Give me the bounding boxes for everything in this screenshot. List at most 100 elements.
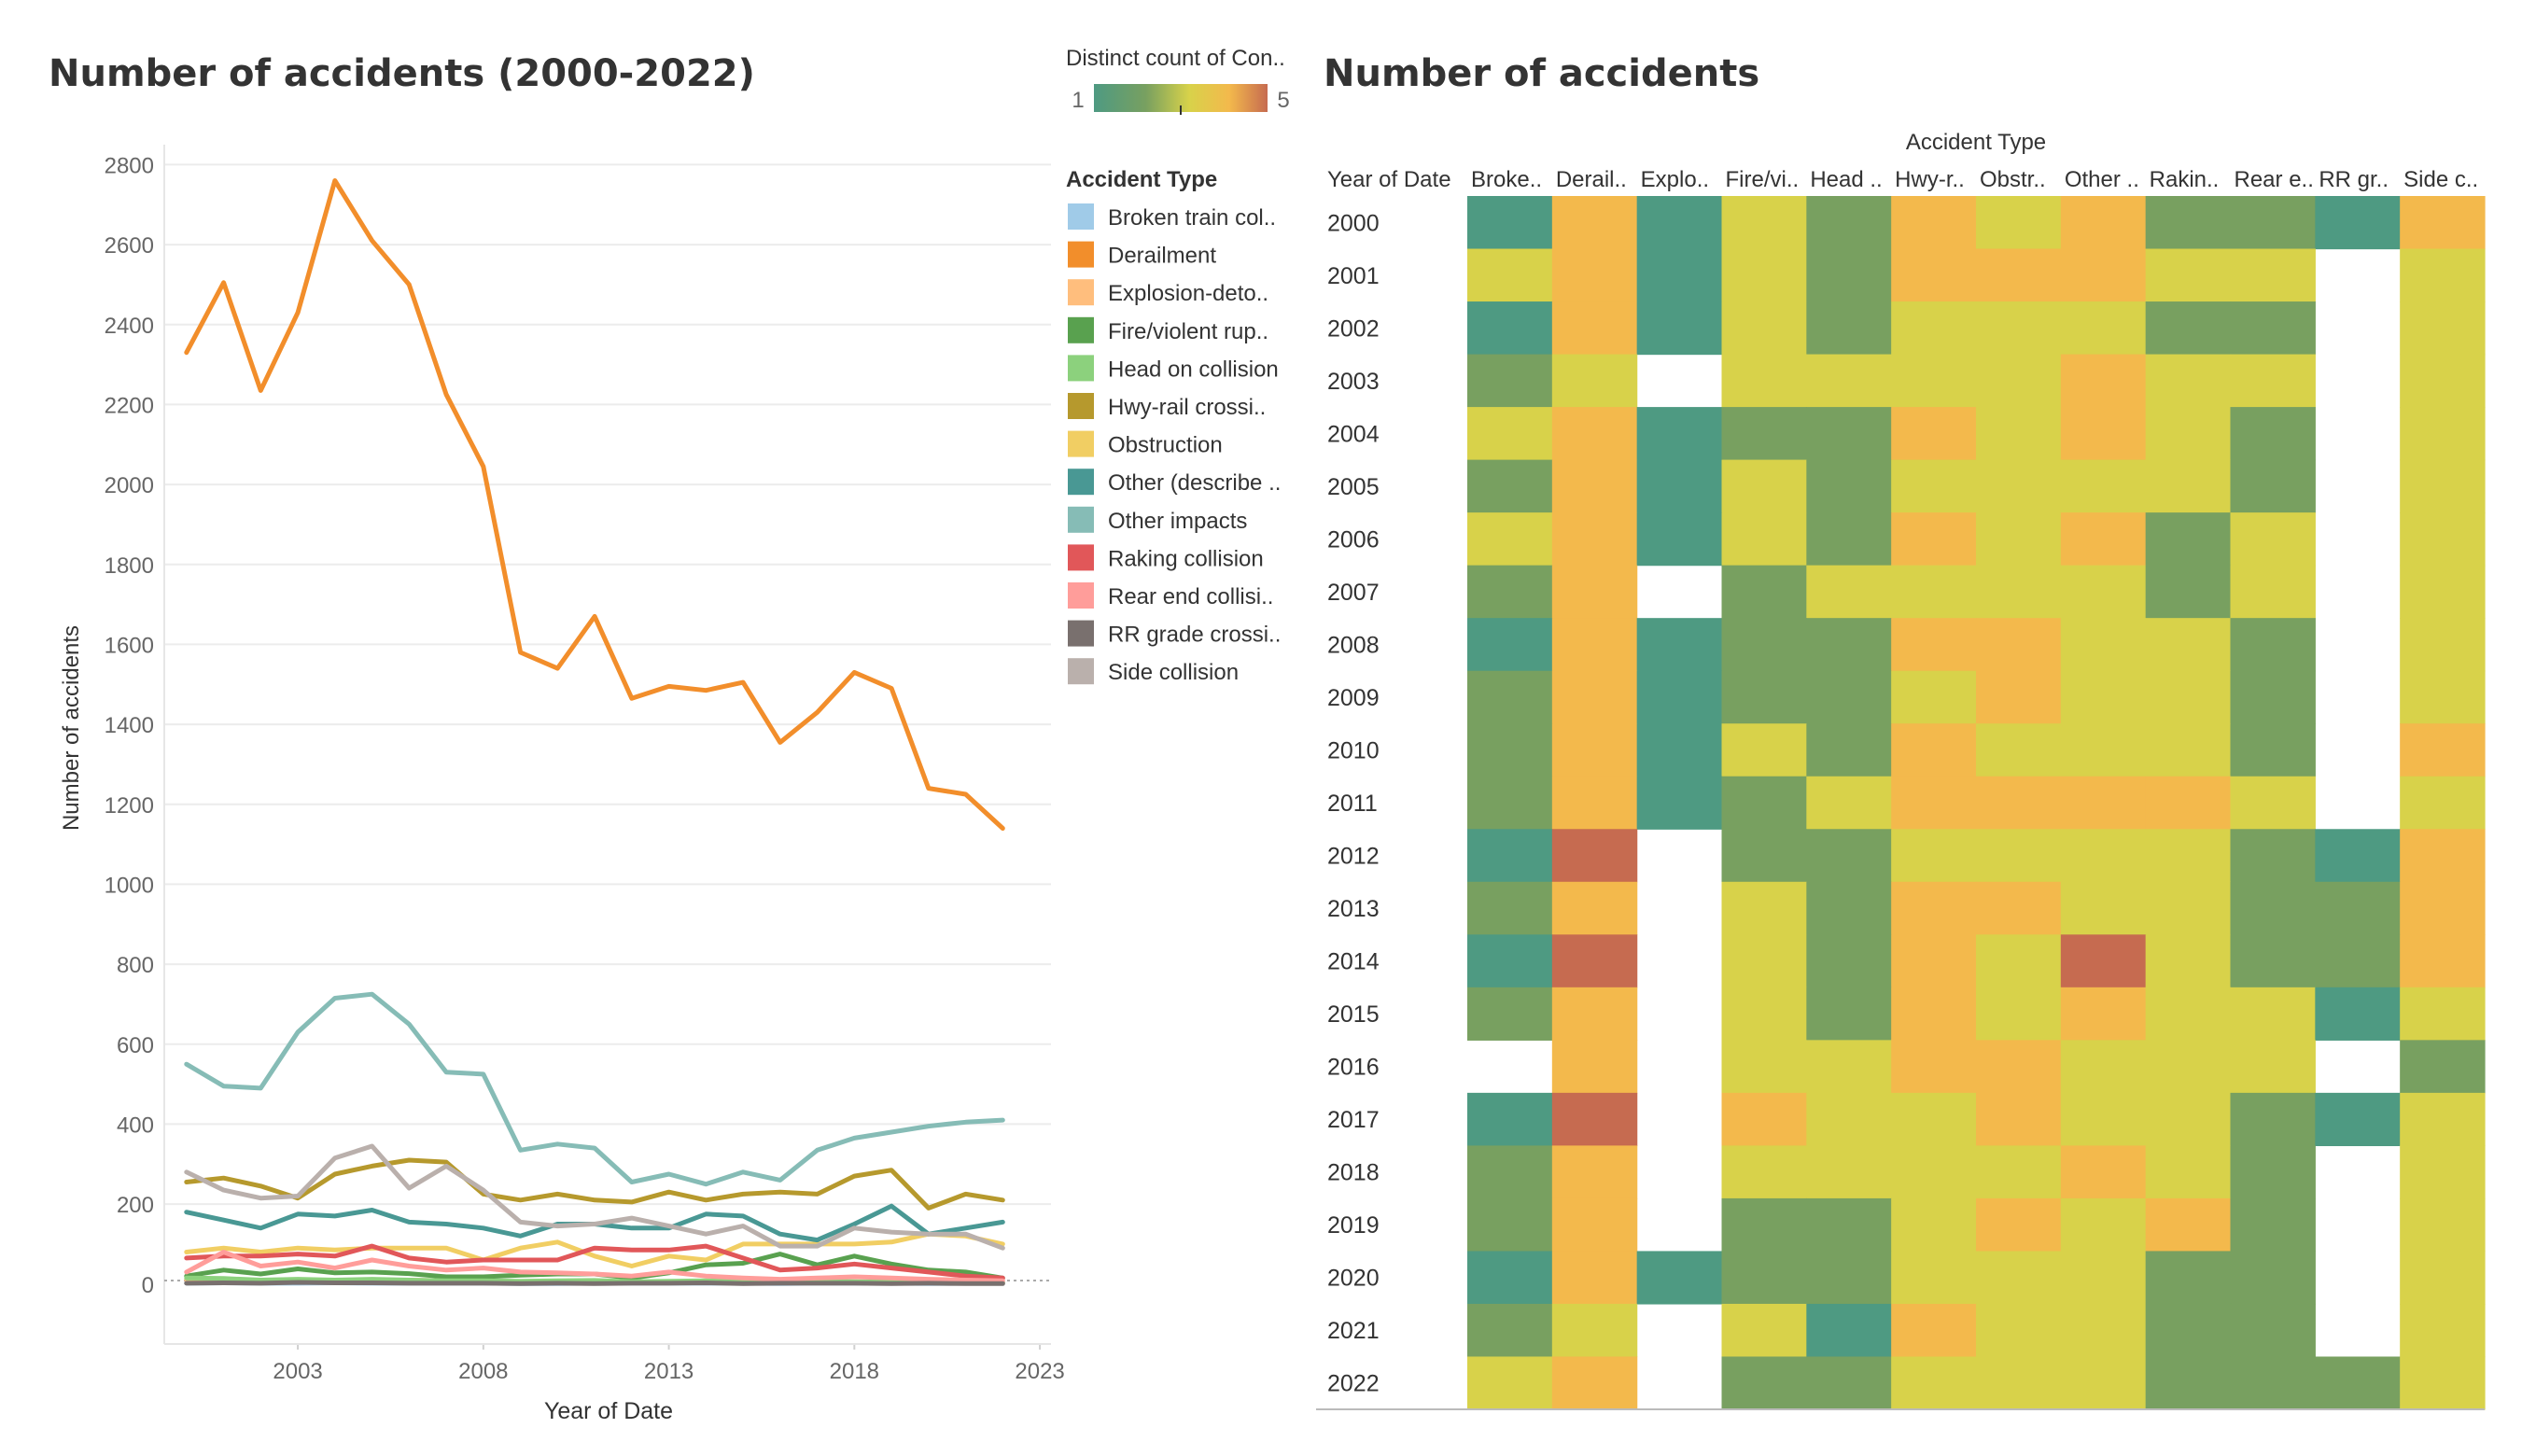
heatmap-cell bbox=[1467, 723, 1553, 777]
heatmap-cell bbox=[2060, 618, 2147, 672]
heatmap-cell bbox=[1551, 301, 1638, 356]
heatmap-cell bbox=[1976, 1197, 2062, 1253]
heatmap-cell bbox=[2400, 987, 2486, 1041]
heatmap-cell bbox=[1976, 1251, 2062, 1305]
y-tick-label: 200 bbox=[117, 1193, 154, 1218]
heatmap-cell bbox=[1721, 618, 1807, 672]
heatmap-cell bbox=[1721, 987, 1807, 1041]
heatmap-cell bbox=[2060, 829, 2147, 883]
heatmap-cell bbox=[2060, 1303, 2147, 1358]
legend-label: Raking collision bbox=[1108, 546, 1264, 571]
x-tick-label: 2013 bbox=[644, 1359, 694, 1384]
heatmap-cell bbox=[1551, 829, 1638, 883]
heatmap-cell bbox=[2230, 1040, 2316, 1094]
heatmap-cell bbox=[2060, 512, 2147, 567]
heatmap-cell bbox=[1806, 987, 1892, 1041]
heatmap-row-label: 2010 bbox=[1327, 737, 1380, 763]
heatmap-row-header: Year of Date bbox=[1327, 167, 1451, 192]
heatmap-cell bbox=[1806, 934, 1892, 988]
heatmap-cell bbox=[1551, 934, 1638, 988]
heatmap-cell bbox=[2145, 618, 2232, 672]
heatmap-cell bbox=[1467, 301, 1553, 356]
legend-swatch bbox=[1068, 203, 1094, 230]
heatmap-cell bbox=[1467, 459, 1553, 513]
heatmap-cell bbox=[2060, 354, 2147, 408]
heatmap-cell bbox=[1551, 248, 1638, 302]
heatmap-cell bbox=[1891, 407, 1977, 461]
heatmap-cell bbox=[2145, 301, 2232, 356]
heatmap-cell bbox=[1891, 881, 1977, 935]
heatmap-cell bbox=[1721, 248, 1807, 302]
heatmap-cell bbox=[2230, 881, 2316, 935]
heatmap-cell bbox=[1891, 512, 1977, 567]
heatmap-cell bbox=[1976, 1040, 2062, 1094]
heatmap-cell bbox=[1806, 565, 1892, 619]
heatmap-row-label: 2012 bbox=[1327, 844, 1380, 870]
heatmap-column-label: Head .. bbox=[1810, 167, 1882, 192]
heatmap-cell bbox=[1636, 512, 1723, 567]
heatmap-cell bbox=[2400, 934, 2486, 988]
heatmap-cell bbox=[1891, 354, 1977, 408]
heatmap-cell bbox=[2145, 829, 2232, 883]
heatmap-cell bbox=[1891, 1251, 1977, 1305]
heatmap-cell bbox=[2400, 1303, 2486, 1358]
legend-swatch bbox=[1068, 241, 1094, 268]
heatmap-cell bbox=[1467, 354, 1553, 408]
heatmap-cell bbox=[1721, 670, 1807, 724]
heatmap-cell bbox=[1976, 1356, 2062, 1410]
heatmap-row-label: 2005 bbox=[1327, 474, 1380, 500]
heatmap-cell bbox=[1721, 512, 1807, 567]
heatmap-cell bbox=[2315, 934, 2401, 988]
heatmap-cell bbox=[1636, 407, 1723, 461]
heatmap-cell bbox=[1636, 670, 1723, 724]
heatmap-cell bbox=[1976, 459, 2062, 513]
heatmap-cell bbox=[2230, 1197, 2316, 1253]
heatmap-column-label: Broke.. bbox=[1471, 167, 1542, 192]
heatmap-row-label: 2008 bbox=[1327, 632, 1380, 658]
y-tick-label: 0 bbox=[142, 1273, 154, 1298]
heatmap-cell bbox=[1721, 459, 1807, 513]
heatmap-cell bbox=[2400, 881, 2486, 935]
heatmap-cell bbox=[1467, 1092, 1553, 1146]
heatmap-cell bbox=[1551, 670, 1638, 724]
heatmap-cell bbox=[1551, 987, 1638, 1041]
heatmap-cell bbox=[1636, 723, 1723, 777]
heatmap-cell bbox=[2315, 881, 2401, 935]
heatmap-cell bbox=[1636, 301, 1723, 356]
heatmap-cell bbox=[1721, 565, 1807, 619]
heatmap-cell bbox=[2230, 829, 2316, 883]
heatmap-cell bbox=[1891, 1145, 1977, 1199]
heatmap-cell bbox=[2060, 565, 2147, 619]
heatmap-cell bbox=[2145, 459, 2232, 513]
heatmap-cell bbox=[2230, 1356, 2316, 1410]
heatmap-cell bbox=[1806, 1303, 1892, 1358]
heatmap-cell bbox=[2060, 1251, 2147, 1305]
legend-swatch bbox=[1068, 506, 1094, 533]
heatmap-cell bbox=[2060, 301, 2147, 356]
legend-label: Hwy-rail crossi.. bbox=[1108, 395, 1266, 420]
heatmap-cell bbox=[1467, 1145, 1553, 1199]
y-tick-label: 2000 bbox=[105, 473, 154, 498]
heatmap-cell bbox=[1891, 1356, 1977, 1410]
heatmap-row-label: 2017 bbox=[1327, 1107, 1380, 1133]
line-chart-x-ticks: 2003 2008 2013 2018 2023 bbox=[164, 1343, 1065, 1384]
x-tick-label: 2003 bbox=[273, 1359, 322, 1384]
heatmap-cell bbox=[1467, 1197, 1553, 1253]
heatmap-cell bbox=[1467, 881, 1553, 935]
heatmap-cell bbox=[1551, 1356, 1638, 1410]
heatmap-cell bbox=[1467, 407, 1553, 461]
legend-label: Head on collision bbox=[1108, 357, 1279, 382]
heatmap-cell bbox=[2060, 723, 2147, 777]
heatmap-cell bbox=[2145, 565, 2232, 619]
line-chart-series bbox=[184, 178, 1005, 1286]
legend-label: Side collision bbox=[1108, 660, 1239, 685]
heatmap-cell bbox=[1551, 1040, 1638, 1094]
heatmap-cell bbox=[1467, 618, 1553, 672]
heatmap-cell bbox=[1467, 1356, 1553, 1410]
heatmap-cells bbox=[1467, 196, 2486, 1410]
heatmap-cell bbox=[2145, 987, 2232, 1041]
heatmap-cell bbox=[2230, 670, 2316, 724]
heatmap-cell bbox=[1721, 301, 1807, 356]
y-tick-label: 800 bbox=[117, 953, 154, 978]
heatmap-cell bbox=[1551, 881, 1638, 935]
